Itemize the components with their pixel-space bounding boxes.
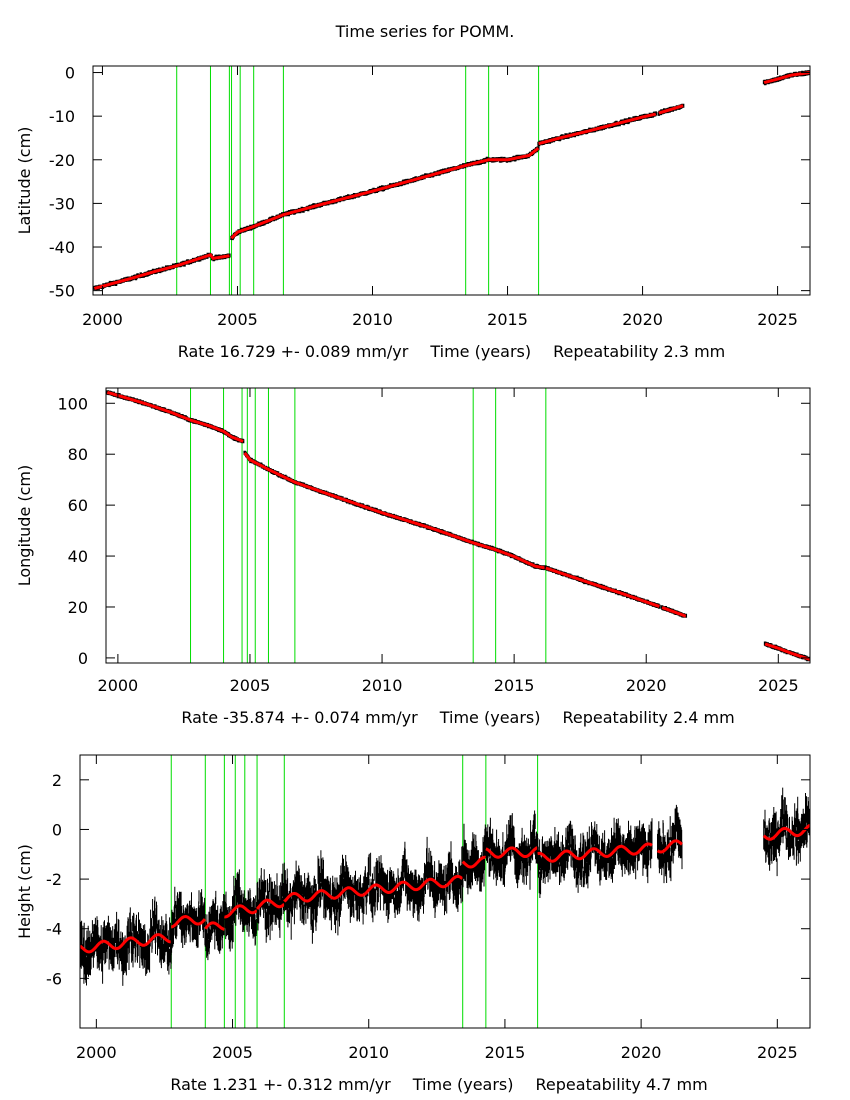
x-tick-label: 2025: [758, 676, 799, 695]
data-errorbars: [170, 886, 206, 956]
x-tick-label: 2020: [626, 676, 667, 695]
x-tick-label: 2005: [230, 676, 271, 695]
plot-area: [93, 66, 810, 295]
plot-frame: [92, 65, 811, 296]
model-line-segment1: [80, 933, 171, 954]
x-tick-label: 2005: [217, 310, 258, 329]
y-axis-label: Height (cm): [15, 844, 34, 939]
y-tick-label: -2: [46, 870, 62, 889]
data-errorbars: [223, 869, 258, 952]
model-line-segment4: [661, 606, 687, 618]
x-tick-label: 2005: [212, 1043, 253, 1062]
data-points-segment1: [80, 896, 172, 986]
latitude-panel: 2000 2005 2010 2015 2020 2025 0 -10 -20 -30 -40 -50…: [15, 64, 811, 361]
data-points-segment1: [93, 252, 231, 291]
plot-frame: [105, 387, 811, 664]
model-line-segment11: [762, 823, 810, 841]
model-line-segment1: [93, 253, 230, 290]
model-line-segment5: [764, 642, 810, 661]
plot-area: [106, 388, 810, 663]
rate-label: Rate 1.231 +- 0.312 mm/yr: [170, 1075, 391, 1094]
data-points-segment7: [462, 823, 487, 895]
height-panel: 2000 2005 2010 2015 2020 2025 2 0 -2 -4 -6 Height (…: [15, 754, 811, 1094]
data-errorbars: [462, 823, 487, 895]
plot-area: [80, 755, 810, 1028]
y-tick-label: 0: [52, 820, 62, 839]
x-axis-label: Time (years): [429, 342, 531, 361]
model-line-segment2: [230, 147, 540, 240]
y-tick-label: -50: [49, 282, 75, 301]
y-tick-label: 40: [68, 547, 88, 566]
y-tick-label: 60: [68, 496, 88, 515]
figure-title: Time series for POMM.: [335, 22, 515, 41]
x-axis-footer: Rate 1.231 +- 0.312 mm/yr Time (years) Rep…: [170, 1075, 707, 1094]
data-points-segment2: [170, 886, 206, 956]
model-line-segment1: [106, 390, 244, 443]
data-errorbars: [485, 810, 538, 890]
x-tick-label: 2000: [76, 1043, 117, 1062]
y-tick-label: 100: [57, 394, 88, 413]
x-tick-label: 2020: [622, 310, 663, 329]
x-tick-label: 2010: [362, 676, 403, 695]
y-axis-label: Latitude (cm): [15, 127, 34, 235]
x-axis-label: Time (years): [412, 1075, 514, 1094]
data-points-segment8: [485, 810, 538, 890]
data-points-segment6: [283, 836, 463, 944]
y-axis-label: Longitude (cm): [15, 465, 34, 587]
model-line-segment5: [763, 71, 810, 84]
x-tick-label: 2000: [82, 310, 123, 329]
y-tick-label: 2: [52, 771, 62, 790]
y-tick-label: -6: [46, 969, 62, 988]
repeatability-label: Repeatability 4.7 mm: [536, 1075, 708, 1094]
model-line-segment9: [537, 842, 653, 863]
plot-frame: [79, 754, 811, 1029]
data-points-segment4: [223, 869, 258, 952]
repeatability-label: Repeatability 2.3 mm: [553, 342, 725, 361]
model-line-segment3: [538, 112, 657, 146]
x-tick-label: 2025: [757, 1043, 798, 1062]
x-tick-label: 2000: [98, 676, 139, 695]
x-tick-label: 2020: [621, 1043, 662, 1062]
data-errorbars: [80, 896, 172, 986]
x-tick-label: 2025: [757, 310, 798, 329]
model-line-segment4: [224, 904, 259, 919]
y-tick-label: 80: [68, 445, 88, 464]
y-tick-label: 0: [65, 64, 75, 83]
x-tick-label: 2015: [485, 1043, 526, 1062]
data-errorbars: [537, 817, 653, 898]
x-axis-footer: Rate 16.729 +- 0.089 mm/yr Time (years) Re…: [178, 342, 726, 361]
data-errorbars: [283, 836, 463, 944]
y-tick-label: -10: [49, 107, 75, 126]
model-line-segment5: [255, 898, 286, 910]
x-tick-label: 2010: [348, 1043, 389, 1062]
x-tick-label: 2015: [487, 310, 528, 329]
y-tick-label: -40: [49, 238, 75, 257]
x-tick-label: 2010: [352, 310, 393, 329]
y-tick-label: -4: [46, 920, 62, 939]
model-line-segment3: [545, 566, 660, 608]
rate-label: Rate -35.874 +- 0.074 mm/yr: [181, 708, 418, 727]
model-line-segment8: [485, 846, 539, 859]
data-points-segment9: [537, 817, 653, 898]
x-axis-footer: Rate -35.874 +- 0.074 mm/yr Time (years) R…: [181, 708, 734, 727]
x-tick-label: 2015: [494, 676, 535, 695]
x-axis-label: Time (years): [439, 708, 541, 727]
model-line-segment7: [461, 855, 486, 869]
y-tick-label: -20: [49, 151, 75, 170]
model-line-segment2: [170, 914, 207, 929]
y-tick-label: 0: [78, 649, 88, 668]
longitude-panel: 2000 2005 2010 2015 2020 2025 100 80 60 40 20 0 Long…: [15, 387, 811, 727]
data-errorbars: [93, 252, 231, 291]
rate-label: Rate 16.729 +- 0.089 mm/yr: [178, 342, 409, 361]
y-tick-label: -30: [49, 194, 75, 213]
model-line-segment6: [283, 874, 464, 903]
model-line-segment2: [243, 452, 547, 570]
model-line-segment4: [658, 104, 684, 115]
repeatability-label: Repeatability 2.4 mm: [563, 708, 735, 727]
model-line-segment10: [656, 839, 683, 854]
model-line-segment3: [204, 921, 225, 931]
y-tick-label: 20: [68, 598, 88, 617]
